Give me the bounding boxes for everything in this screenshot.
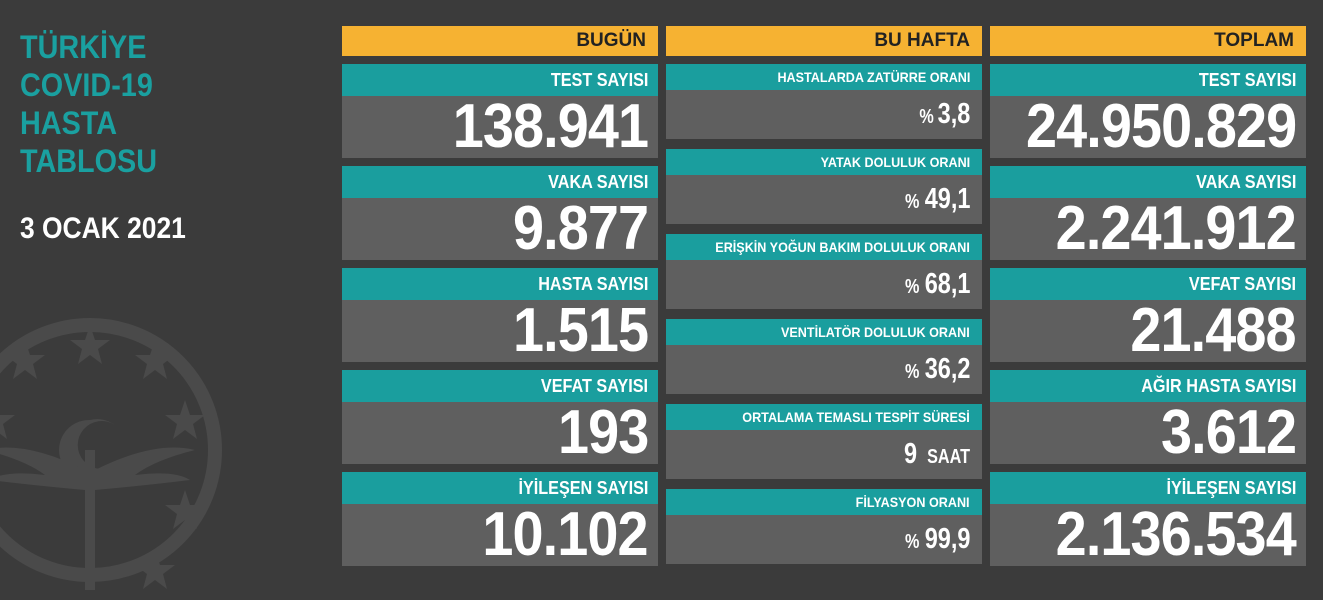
- today-case-card: VAKA SAYISI 9.877: [342, 166, 658, 260]
- title-line: TABLOSU: [20, 143, 158, 179]
- stat-value: 24.950.829: [1025, 92, 1297, 161]
- today-recovered-card: İYİLEŞEN SAYISI 10.102: [342, 472, 658, 566]
- stat-value: 36,2: [924, 353, 970, 385]
- stat-value: 99,9: [924, 523, 970, 555]
- week-filiation-card: FİLYASYON ORANI % 99,9: [666, 489, 982, 564]
- total-header: TOPLAM: [990, 26, 1306, 56]
- week-ventilator-card: VENTİLATÖR DOLULUK ORANI % 36,2: [666, 319, 982, 394]
- stat-value: 3,8: [937, 98, 970, 130]
- today-test-card: TEST SAYISI 138.941: [342, 64, 658, 158]
- stat-value: 9.877: [512, 194, 649, 263]
- stat-label: VENTİLATÖR DOLULUK ORANI: [781, 324, 970, 340]
- percent-sign: %: [904, 361, 920, 383]
- week-header: BU HAFTA: [666, 26, 982, 56]
- stat-value: 3.612: [1160, 398, 1297, 467]
- percent-sign: %: [904, 531, 920, 553]
- stat-label: TEST SAYISI: [1198, 70, 1296, 90]
- today-header: BUGÜN: [342, 26, 658, 56]
- stat-label: FİLYASYON ORANI: [856, 494, 970, 510]
- total-death-card: VEFAT SAYISI 21.488: [990, 268, 1306, 362]
- stat-value: 2.136.534: [1055, 500, 1297, 569]
- week-contact-time-card: ORTALAMA TEMASLI TESPİT SÜRESİ 9 SAAT: [666, 404, 982, 479]
- stat-value: 49,1: [924, 183, 970, 215]
- today-column: BUGÜN TEST SAYISI 138.941 VAKA SAYISI 9.…: [342, 26, 658, 566]
- stat-label: AĞIR HASTA SAYISI: [1140, 376, 1296, 396]
- title-line: HASTA: [20, 105, 118, 141]
- total-recovered-card: İYİLEŞEN SAYISI 2.136.534: [990, 472, 1306, 566]
- stat-value: 138.941: [452, 92, 649, 161]
- title-line: COVID-19: [20, 67, 153, 103]
- stat-value: 9: [903, 438, 917, 470]
- stat-label: VEFAT SAYISI: [1188, 274, 1296, 294]
- week-pneumonia-card: HASTALARDA ZATÜRRE ORANI % 3,8: [666, 64, 982, 139]
- stat-label: ORTALAMA TEMASLI TESPİT SÜRESİ: [742, 409, 970, 425]
- unit-label: SAAT: [927, 446, 970, 468]
- stat-label: VAKA SAYISI: [547, 172, 648, 192]
- stat-value: 10.102: [482, 500, 649, 569]
- stat-label: ERİŞKİN YOĞUN BAKIM DOLULUK ORANI: [715, 239, 970, 255]
- week-column: BU HAFTA HASTALARDA ZATÜRRE ORANI % 3,8 Y…: [666, 26, 982, 566]
- stat-value: 21.488: [1130, 296, 1297, 365]
- today-patient-card: HASTA SAYISI 1.515: [342, 268, 658, 362]
- stat-value: 193: [557, 398, 649, 467]
- stat-label: VAKA SAYISI: [1195, 172, 1296, 192]
- week-icu-card: ERİŞKİN YOĞUN BAKIM DOLULUK ORANI % 68,1: [666, 234, 982, 309]
- total-case-card: VAKA SAYISI 2.241.912: [990, 166, 1306, 260]
- total-column: TOPLAM TEST SAYISI 24.950.829 VAKA SAYIS…: [990, 26, 1306, 566]
- week-bed-card: YATAK DOLULUK ORANI % 49,1: [666, 149, 982, 224]
- percent-sign: %: [904, 191, 920, 213]
- stat-label: VEFAT SAYISI: [540, 376, 648, 396]
- report-date: 3 OCAK 2021: [20, 212, 186, 245]
- stat-value: 2.241.912: [1055, 194, 1297, 263]
- stat-label: İYİLEŞEN SAYISI: [518, 478, 648, 498]
- today-death-card: VEFAT SAYISI 193: [342, 370, 658, 464]
- stat-value: 68,1: [924, 268, 970, 300]
- ministry-emblem-watermark: [0, 318, 222, 590]
- percent-sign: %: [919, 106, 934, 128]
- title-line: TÜRKİYE: [20, 29, 147, 65]
- stat-label: YATAK DOLULUK ORANI: [820, 154, 970, 170]
- dashboard-title: TÜRKİYE COVID-19 HASTA TABLOSU: [20, 28, 157, 180]
- stat-label: TEST SAYISI: [550, 70, 648, 90]
- stat-value: 1.515: [512, 296, 649, 365]
- stat-label: İYİLEŞEN SAYISI: [1166, 478, 1296, 498]
- stat-label: HASTALARDA ZATÜRRE ORANI: [777, 69, 970, 85]
- percent-sign: %: [904, 276, 920, 298]
- total-test-card: TEST SAYISI 24.950.829: [990, 64, 1306, 158]
- total-severe-card: AĞIR HASTA SAYISI 3.612: [990, 370, 1306, 464]
- stat-label: HASTA SAYISI: [537, 274, 648, 294]
